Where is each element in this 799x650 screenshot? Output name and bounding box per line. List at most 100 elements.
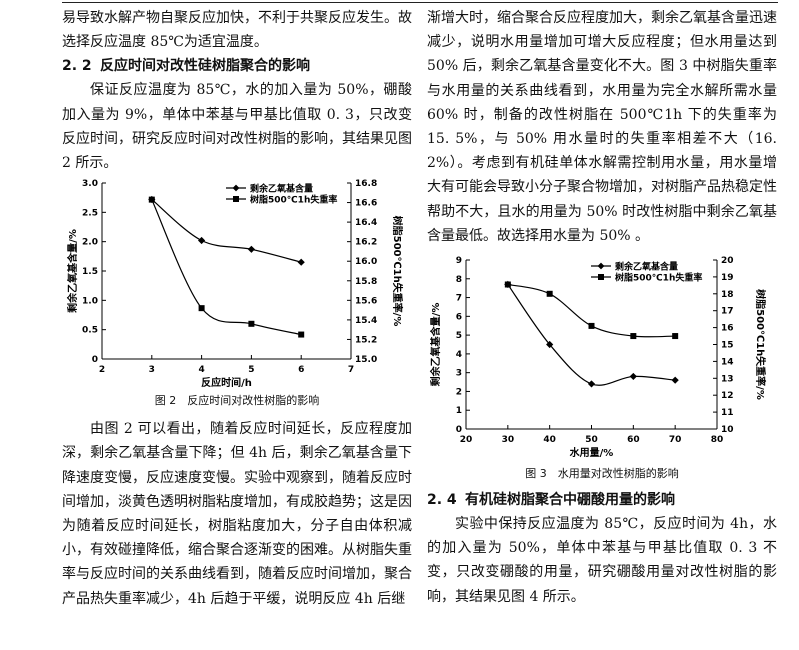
- data-point-square: [248, 321, 255, 328]
- figure-3-chart: 20 30 40 50 60 70 8001234567891011121314151617…: [429, 256, 767, 459]
- x-axis-label: 反应时间/h: [201, 376, 252, 389]
- y-right-tick-label: 11: [721, 408, 734, 418]
- data-point-diamond: [247, 245, 255, 254]
- y-right-tick-label: 15: [721, 341, 734, 351]
- y-right-tick-label: 16.6: [355, 199, 377, 209]
- left-column: 易导致水解产物自聚反应加快，不利于共聚反应发生。故选择反应温度 85℃为适宜温度…: [62, 6, 412, 611]
- x-axis-label: 水用量/%: [569, 446, 614, 459]
- y-right-tick-label: 10: [721, 425, 734, 435]
- figure-2-caption: 图 2 反应时间对改性树脂的影响: [154, 394, 320, 408]
- legend-marker-square: [598, 274, 604, 281]
- x-tick-label: 2: [99, 365, 105, 375]
- y-right-tick-label: 16: [721, 324, 734, 334]
- data-point-square: [198, 305, 205, 312]
- x-tick-label: 80: [711, 435, 724, 445]
- y-right-tick-label: 15.4: [355, 316, 377, 326]
- y-right-axis-label: 树脂500℃1h失重率/%: [754, 289, 767, 400]
- y-right-tick-label: 18: [721, 290, 734, 300]
- y-left-tick-label: 2.5: [82, 209, 98, 219]
- x-tick-label: 3: [149, 365, 155, 375]
- right-column: 渐增大时，缩合聚合反应程度加大，剩余乙氧基含量迅速减少，说明水用量增加可增大反应…: [427, 6, 777, 609]
- series-line: [507, 283, 676, 338]
- legend-label: 树脂500℃1h失重率: [250, 194, 337, 206]
- x-tick-label: 6: [298, 365, 304, 375]
- y-right-tick-label: 16.0: [355, 257, 377, 267]
- paragraph: 由图 2 可以看出，随着反应时间延长，反应程度加深，剩余乙氧基含量下降；但 4h…: [62, 421, 412, 607]
- x-tick-label: 60: [627, 435, 640, 445]
- y-left-tick-label: 5: [456, 331, 462, 341]
- y-right-axis-label: 树脂500℃1h失重率/%: [391, 216, 404, 327]
- section-heading-2-4: 2. 4 有机硅树脂聚合中硼酸用量的影响: [427, 488, 777, 512]
- paragraph: 渐增大时，缩合聚合反应程度加大，剩余乙氧基含量迅速减少，说明水用量增加可增大反应…: [427, 10, 777, 244]
- section-number: 2. 4: [427, 492, 457, 509]
- y-right-tick-label: 15.6: [355, 297, 377, 307]
- y-left-tick-label: 0.5: [82, 326, 98, 336]
- y-left-axis-label: 剩余乙氧基含量/%: [66, 229, 79, 313]
- y-right-tick-label: 14: [721, 357, 734, 367]
- y-right-tick-label: 19: [721, 273, 734, 283]
- legend-label: 剩余乙氧基含量: [250, 183, 313, 195]
- figure-3-caption: 图 3 水用量对改性树脂的影响: [525, 467, 679, 481]
- x-tick-label: 5: [248, 365, 254, 375]
- y-left-tick-label: 4: [456, 350, 462, 360]
- y-left-tick-label: 7: [456, 294, 462, 304]
- y-right-tick-label: 13: [721, 374, 734, 384]
- section-number: 2. 2: [62, 58, 92, 75]
- data-point-square: [546, 290, 553, 297]
- data-point-diamond: [546, 340, 554, 349]
- x-tick-label: 40: [543, 435, 556, 445]
- y-left-tick-label: 0: [456, 425, 462, 435]
- header-rule: [62, 2, 778, 3]
- data-point-diamond: [198, 237, 206, 245]
- y-right-tick-label: 16.4: [355, 218, 377, 228]
- section-title: 有机硅树脂聚合中硼酸用量的影响: [465, 492, 675, 509]
- x-tick-label: 50: [585, 435, 598, 445]
- figure-2-chart: 2 3 4 5 6 7 0 0.5 1.0 1.5 2.0 2.5 3.0 15.0 15.2 15.4 15.…: [66, 179, 404, 389]
- x-tick-label: 4: [198, 365, 204, 375]
- y-left-tick-label: 3: [456, 369, 462, 379]
- data-point-square: [298, 331, 305, 338]
- legend-label: 树脂500℃1h失重率: [615, 272, 702, 284]
- y-right-tick-label: 12: [721, 391, 734, 401]
- y-left-tick-label: 3.0: [82, 179, 98, 189]
- section-heading-2-2: 2. 2 反应时间对改性硅树脂聚合的影响: [62, 54, 412, 78]
- data-point-square: [672, 333, 679, 340]
- y-right-tick-label: 16.2: [355, 238, 377, 248]
- y-left-tick-label: 6: [456, 312, 462, 322]
- y-right-tick-label: 15.8: [355, 277, 377, 287]
- legend-marker-diamond: [597, 262, 605, 270]
- section-title: 反应时间对改性硅树脂聚合的影响: [100, 58, 310, 75]
- y-left-tick-label: 0: [92, 355, 98, 365]
- y-left-tick-label: 9: [456, 256, 462, 266]
- series-line: [151, 199, 302, 263]
- x-tick-label: 7: [348, 365, 354, 375]
- series-line: [151, 199, 302, 336]
- data-point-square: [588, 322, 595, 329]
- data-point-square: [148, 196, 155, 203]
- data-point-diamond: [629, 372, 637, 381]
- legend-marker-diamond: [232, 184, 240, 192]
- data-point-square: [504, 281, 511, 288]
- paragraph: 保证反应温度为 85℃，水的加入量为 50%，硼酸加入量为 9%，单体中苯基与甲…: [62, 82, 412, 172]
- paragraph: 易导致水解产物自聚反应加快，不利于共聚反应发生。故选择反应温度 85℃为适宜温度…: [62, 10, 412, 51]
- y-left-tick-label: 1.0: [82, 297, 98, 307]
- y-left-tick-label: 2.0: [82, 238, 98, 248]
- data-point-square: [630, 333, 637, 340]
- x-tick-label: 70: [669, 435, 682, 445]
- x-tick-label: 20: [460, 435, 473, 445]
- y-right-tick-label: 16.8: [355, 179, 377, 189]
- data-point-diamond: [297, 258, 305, 267]
- x-tick-label: 30: [502, 435, 515, 445]
- y-right-tick-label: 15.2: [355, 336, 377, 346]
- y-right-tick-label: 20: [721, 256, 734, 266]
- y-left-axis-label: 剩余乙氧基含量/%: [429, 303, 442, 387]
- y-left-tick-label: 2: [456, 387, 462, 397]
- legend-label: 剩余乙氧基含量: [615, 261, 678, 273]
- data-point-diamond: [587, 380, 596, 388]
- y-left-tick-label: 1: [456, 406, 462, 416]
- y-right-tick-label: 17: [721, 307, 734, 317]
- paragraph: 实验中保持反应温度为 85℃，反应时间为 4h，水的加入量为 50%，单体中苯基…: [427, 516, 777, 605]
- series-line: [507, 284, 676, 386]
- data-point-diamond: [671, 376, 679, 384]
